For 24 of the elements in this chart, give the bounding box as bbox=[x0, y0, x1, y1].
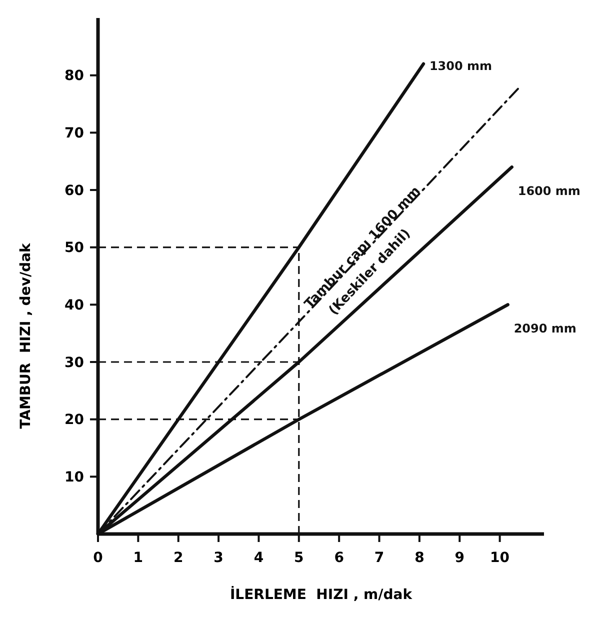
x-axis-title: İLERLEME HIZI , m/dak bbox=[230, 586, 413, 603]
x-tick-label: 4 bbox=[254, 550, 264, 566]
series-label: 1600 mm bbox=[518, 184, 580, 198]
x-tick-label: 0 bbox=[93, 550, 104, 566]
y-tick-label: 80 bbox=[64, 68, 84, 84]
x-tick-label: 9 bbox=[454, 550, 464, 566]
x-tick-label: 6 bbox=[334, 550, 344, 566]
y-tick-label: 40 bbox=[64, 298, 84, 314]
y-tick-label: 30 bbox=[64, 354, 84, 371]
x-tick-label: 7 bbox=[374, 550, 384, 566]
x-tick-label: 1 bbox=[133, 550, 144, 566]
x-tick-label: 10 bbox=[490, 550, 510, 566]
x-tick-label: 8 bbox=[414, 550, 424, 566]
x-tick-label: 2 bbox=[173, 550, 184, 566]
x-tick-label: 5 bbox=[294, 550, 304, 566]
y-tick-label: 10 bbox=[64, 470, 84, 486]
y-axis-title: TAMBUR HIZI , dev/dak bbox=[18, 242, 34, 429]
y-tick-label: 60 bbox=[64, 182, 84, 199]
series-label: 2090 mm bbox=[514, 322, 576, 336]
y-tick-label: 20 bbox=[64, 412, 84, 428]
y-tick-label: 70 bbox=[64, 126, 84, 142]
y-tick-label: 50 bbox=[64, 240, 84, 256]
series-label: 1300 mm bbox=[429, 58, 492, 73]
x-tick-label: 3 bbox=[214, 550, 224, 566]
